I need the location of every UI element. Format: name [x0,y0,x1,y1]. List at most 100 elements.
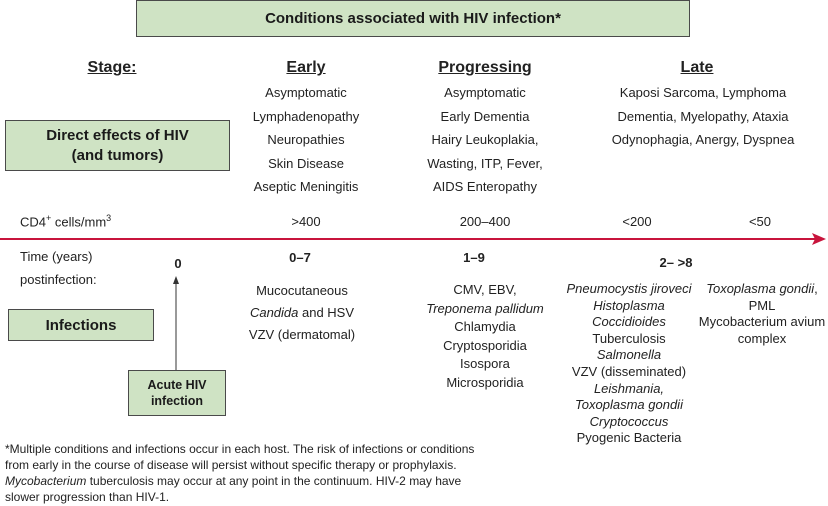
infections-label: Infections [45,316,117,334]
list-item: Microsporidia [426,374,544,393]
list-item: Mycobacterium tuberculosis may occur at … [5,473,474,489]
list-item: Wasting, ITP, Fever, [427,152,543,176]
cd4-early: >400 [291,214,321,229]
list-item: Neuropathies [253,128,360,152]
list-item-text: Skin Disease [268,155,344,171]
direct-effects-label: Direct effects of HIV (and tumors) [46,126,189,164]
time-early: 0–7 [289,250,311,265]
list-item-text: Chlamydia [454,319,516,334]
direct-effects-box: Direct effects of HIV (and tumors) [5,120,230,171]
list-item: from early in the course of disease will… [5,457,474,473]
list-item: Early Dementia [427,105,543,129]
list-item-text: Asymptomatic [265,85,347,100]
list-item: VZV (disseminated) [567,364,692,381]
cd4-label: CD4+ cells/mm3 [20,213,112,230]
list-item-text: Odynophagia, Anergy, Dyspnea [611,132,795,147]
list-item: Salmonella [567,347,692,364]
list-item-text: tuberculosis may occur at any point in t… [86,474,462,488]
list-item-text: PML [748,297,776,313]
list-item: PML [699,298,825,315]
list-item-text: from early in the course of disease will… [5,458,457,472]
list-item: slower progression than HIV-1. [5,489,474,505]
list-item-text: Neuropathies [267,132,345,147]
list-item-text: Mycobacterium [5,474,87,488]
stage-early: Early [286,59,326,76]
list-item: Asymptomatic [253,81,360,105]
postinfection-label: postinfection: [20,272,97,287]
list-item: Hairy Leukoplakia, [427,128,543,152]
cd4-progressing: 200–400 [459,214,511,229]
list-item-text: Pneumocystis jiroveci [566,281,692,296]
list-item-text: CMV, EBV, [453,282,517,297]
time-late: 2– >8 [659,255,693,270]
list-item: Dementia, Myelopathy, Ataxia [612,105,795,129]
list-item-text: Toxoplasma gondii [575,397,683,413]
list-item-text: Tuberculosis [592,330,666,346]
list-item: Treponema pallidum [426,300,544,319]
list-item: AIDS Enteropathy [427,175,543,199]
list-item-text: VZV (disseminated) [571,363,687,379]
list-item-text: Microsporidia [446,374,524,390]
list-item: Coccidioides [567,314,692,331]
stage-progressing: Progressing [438,59,532,76]
list-item-text: Pyogenic Bacteria [576,430,682,446]
list-item-text: complex [737,330,787,346]
list-item: Isospora [426,355,544,374]
list-item: Odynophagia, Anergy, Dyspnea [612,128,795,152]
list-item-text: *Multiple conditions and infections occu… [5,442,475,456]
list-item: Kaposi Sarcoma, Lymphoma [612,81,795,105]
list-item: Chlamydia [426,318,544,337]
list-item: Aseptic Meningitis [253,175,360,199]
list-item-text: Dementia, Myelopathy, Ataxia [617,108,789,124]
list-item-text: and HSV [298,305,355,320]
time-zero: 0 [174,256,182,271]
infections-box: Infections [8,309,154,341]
time-label: Time (years) [20,249,93,264]
acute-hiv-box: Acute HIV infection [128,370,226,416]
list-item: Histoplasma [567,298,692,315]
acute-arrowhead-icon [173,276,179,284]
footnote: *Multiple conditions and infections occu… [5,441,474,505]
list-item-text: Wasting, ITP, Fever, [427,155,543,171]
list-item-text: , [814,281,818,296]
direct-effects-progressing: Asymptomatic Early Dementia Hairy Leukopla… [427,81,543,199]
cd4-very-late: <50 [748,214,772,229]
list-item: Cryptosporidia [426,337,544,356]
title: Conditions associated with HIV infection… [265,10,561,27]
list-item-text: VZV (dermatomal) [248,327,356,342]
list-item-text: Early Dementia [440,108,530,124]
list-item: Mucocutaneous [249,280,355,302]
list-item: VZV (dermatomal) [249,324,355,346]
timeline-arrowhead-icon [812,233,826,245]
list-item-text: Treponema pallidum [426,300,544,316]
list-item: *Multiple conditions and infections occu… [5,441,474,457]
stage-label: Stage: [87,59,137,76]
list-item: Pneumocystis jiroveci [567,281,692,298]
list-item-text: Hairy Leukoplakia, [431,132,539,147]
list-item-text: Mycobacterium avium [698,314,826,330]
list-item: Leishmania, [567,381,692,398]
list-item: complex [699,331,825,348]
infections-late-1: Pneumocystis jiroveci Histoplasma Coccidio… [567,281,692,447]
title-box: Conditions associated with HIV infection… [136,0,690,37]
list-item: CMV, EBV, [426,281,544,300]
list-item: Toxoplasma gondii, [699,281,825,298]
list-item-text: Coccidioides [592,314,666,330]
direct-effects-early: Asymptomatic Lymphadenopathy Neuropathies S… [253,81,360,199]
list-item-text: Aseptic Meningitis [253,179,359,194]
time-progressing: 1–9 [463,250,485,265]
cd4-late: <200 [622,214,652,229]
list-item-text: Asymptomatic [444,85,526,100]
stage-late: Late [680,59,714,76]
list-item-text: AIDS Enteropathy [432,179,538,194]
list-item: Toxoplasma gondii [567,397,692,414]
list-item: Cryptococcus [567,414,692,431]
list-item-text: Mucocutaneous [256,283,348,298]
list-item: Asymptomatic [427,81,543,105]
list-item: Tuberculosis [567,331,692,348]
list-item: Candida and HSV [249,302,355,324]
acute-hiv-label: Acute HIV infection [147,378,207,408]
list-item-text: Leishmania, [593,380,665,396]
list-item: Skin Disease [253,152,360,176]
